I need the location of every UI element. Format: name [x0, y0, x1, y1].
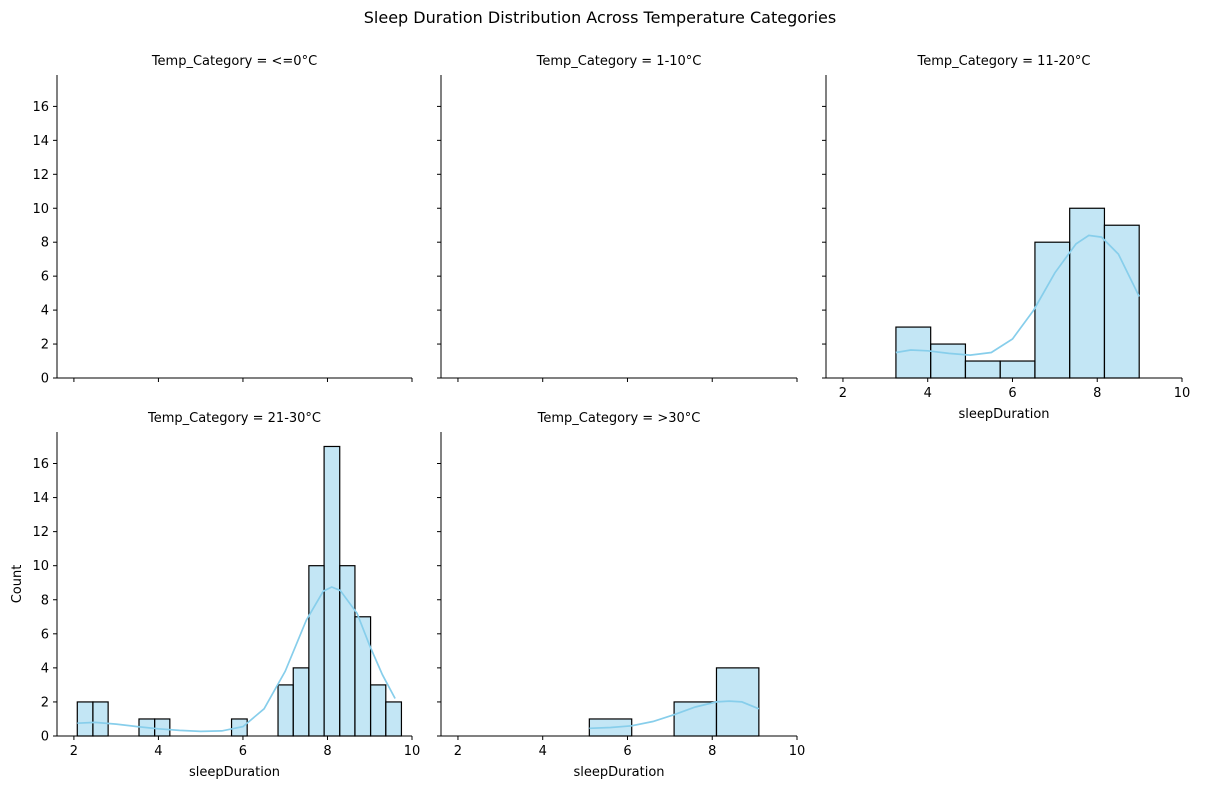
x-axis-label: sleepDuration [958, 407, 1049, 422]
histogram-bar [323, 445, 341, 737]
facet-panel: Temp_Category = 11-20°C 2 4 6 8 10 sleepDurati… [822, 54, 1190, 422]
x-tick-label: 8 [708, 744, 716, 759]
y-tick-label: 8 [41, 593, 49, 608]
y-tick-label: 2 [41, 695, 49, 710]
y-tick-label: 4 [41, 661, 49, 676]
facet-panel: Temp_Category = <=0°C 0 2 4 6 8 10 12 14 16 [32, 54, 413, 387]
histogram-bar [354, 616, 372, 737]
y-tick-label: 14 [32, 491, 49, 506]
kde-line [895, 234, 1140, 356]
x-tick-label: 4 [539, 744, 547, 759]
y-axis-label: Count [10, 565, 25, 604]
x-axis-label: sleepDuration [573, 765, 664, 780]
y-tick-label: 0 [41, 730, 49, 745]
histogram-bar [1069, 207, 1106, 379]
histogram-bar [92, 701, 109, 737]
y-tick-label: 8 [41, 236, 49, 251]
kde-line [77, 586, 396, 733]
panel-title: Temp_Category = 21-30°C [147, 411, 321, 426]
histogram-bar [339, 565, 356, 737]
histogram-bar [930, 343, 967, 379]
histogram-bar [385, 701, 403, 737]
x-tick-label: 2 [839, 386, 847, 401]
y-tick-label: 6 [41, 270, 49, 285]
facet-panel: Temp_Category = >30°C 2 4 6 8 10 sleepDuration [437, 411, 805, 780]
histogram-bar [964, 360, 1001, 379]
histogram-bar [76, 701, 94, 737]
panel-title: Temp_Category = <=0°C [151, 54, 317, 69]
y-tick-label: 4 [41, 304, 49, 319]
x-tick-label: 10 [404, 744, 421, 759]
histogram-bar [1103, 224, 1140, 379]
x-tick-label: 4 [924, 386, 932, 401]
x-tick-label: 6 [623, 744, 631, 759]
x-tick-label: 2 [70, 744, 78, 759]
x-tick-label: 8 [1093, 386, 1101, 401]
x-tick-label: 2 [454, 744, 462, 759]
y-tick-label: 10 [32, 559, 49, 574]
y-tick-label: 6 [41, 627, 49, 642]
y-tick-label: 12 [32, 168, 49, 183]
histogram-bar [308, 565, 325, 737]
facet-panel: Temp_Category = 21-30°C 0 2 4 6 8 10 12 14 16 2 4 6 8… [32, 411, 420, 780]
y-tick-label: 16 [32, 457, 49, 472]
y-tick-label: 2 [41, 338, 49, 353]
panel-title: Temp_Category = 11-20°C [916, 54, 1090, 69]
x-tick-label: 6 [1008, 386, 1016, 401]
figure-title: Sleep Duration Distribution Across Tempe… [363, 8, 837, 27]
x-tick-label: 8 [323, 744, 331, 759]
facet-panel: Temp_Category = 1-10°C [437, 54, 798, 382]
histogram-bar [277, 684, 294, 737]
y-tick-label: 14 [32, 134, 49, 149]
x-tick-label: 6 [239, 744, 247, 759]
x-tick-label: 10 [789, 744, 806, 759]
histogram-bar [154, 718, 171, 737]
histogram-bar [292, 667, 310, 737]
histogram-bar [999, 360, 1036, 379]
x-tick-label: 10 [1174, 386, 1191, 401]
histogram-bar [895, 326, 932, 379]
histogram-bar [369, 684, 387, 737]
panel-title: Temp_Category = >30°C [537, 411, 701, 426]
y-tick-label: 0 [41, 372, 49, 387]
kde-line [589, 700, 760, 730]
y-tick-label: 16 [32, 100, 49, 115]
histogram-bar [1034, 241, 1071, 379]
x-axis-label: sleepDuration [189, 765, 280, 780]
y-tick-label: 12 [32, 525, 49, 540]
panel-title: Temp_Category = 1-10°C [536, 54, 702, 69]
y-tick-label: 10 [32, 202, 49, 217]
x-tick-label: 4 [154, 744, 162, 759]
